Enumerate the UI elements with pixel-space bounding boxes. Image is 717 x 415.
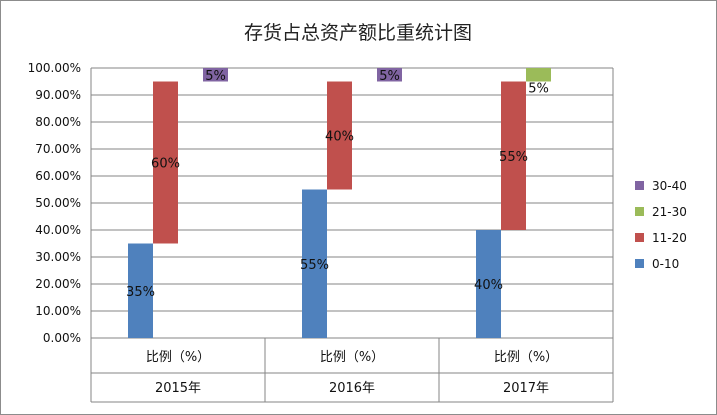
legend-label: 30-40 bbox=[652, 179, 687, 193]
y-tick-label: 0.00% bbox=[43, 331, 81, 345]
legend-swatch bbox=[635, 207, 644, 216]
legend-swatch bbox=[635, 233, 644, 242]
legend-swatch bbox=[635, 181, 644, 190]
y-tick-label: 40.00% bbox=[35, 223, 81, 237]
data-label: 55% bbox=[499, 150, 528, 165]
y-tick-label: 80.00% bbox=[35, 115, 81, 129]
y-tick-label: 30.00% bbox=[35, 250, 81, 264]
bars bbox=[128, 68, 551, 338]
x-group-label: 2015年 bbox=[155, 381, 201, 396]
data-label: 5% bbox=[205, 69, 226, 84]
y-tick-label: 50.00% bbox=[35, 196, 81, 210]
x-category-label: 比例（%） bbox=[494, 350, 558, 365]
chart-title: 存货占总资产额比重统计图 bbox=[244, 22, 472, 44]
data-label: 5% bbox=[379, 69, 400, 84]
bar-0-10 bbox=[476, 230, 501, 338]
bar-11-20 bbox=[327, 81, 352, 190]
bar-21-30 bbox=[526, 68, 551, 82]
bar-0-10 bbox=[302, 189, 327, 338]
data-label: 35% bbox=[126, 285, 155, 300]
y-tick-label: 90.00% bbox=[35, 88, 81, 102]
bar-11-20 bbox=[153, 81, 178, 244]
data-label: 5% bbox=[528, 82, 549, 97]
y-tick-label: 60.00% bbox=[35, 169, 81, 183]
bar-30-40 bbox=[377, 68, 402, 82]
legend-label: 11-20 bbox=[652, 231, 687, 245]
legend-label: 21-30 bbox=[652, 205, 687, 219]
bar-0-10 bbox=[128, 243, 153, 338]
bar-11-20 bbox=[501, 81, 526, 230]
x-group-label: 2016年 bbox=[329, 381, 375, 396]
x-category-label: 比例（%） bbox=[146, 350, 210, 365]
data-labels: 35% 60% 5% 55% 40% 5% 40% 55% 5% bbox=[126, 69, 549, 300]
legend: 30-40 21-30 11-20 0-10 bbox=[635, 179, 687, 271]
y-axis-ticks: 0.00% 10.00% 20.00% 30.00% 40.00% 50.00% 60.00… bbox=[28, 61, 81, 345]
bar-30-40 bbox=[203, 68, 228, 82]
data-label: 40% bbox=[474, 278, 503, 293]
data-label: 60% bbox=[151, 157, 180, 172]
legend-swatch bbox=[635, 259, 644, 268]
y-tick-label: 10.00% bbox=[35, 304, 81, 318]
legend-label: 0-10 bbox=[652, 257, 679, 271]
y-tick-label: 100.00% bbox=[28, 61, 81, 75]
x-axis-table: 比例（%） 2015年 比例（%） 2016年 比例（%） 2017年 bbox=[90, 68, 614, 403]
x-category-label: 比例（%） bbox=[320, 350, 384, 365]
data-label: 40% bbox=[325, 130, 354, 145]
y-tick-label: 20.00% bbox=[35, 277, 81, 291]
x-group-label: 2017年 bbox=[503, 381, 549, 396]
data-label: 55% bbox=[300, 258, 329, 273]
y-tick-label: 70.00% bbox=[35, 142, 81, 156]
